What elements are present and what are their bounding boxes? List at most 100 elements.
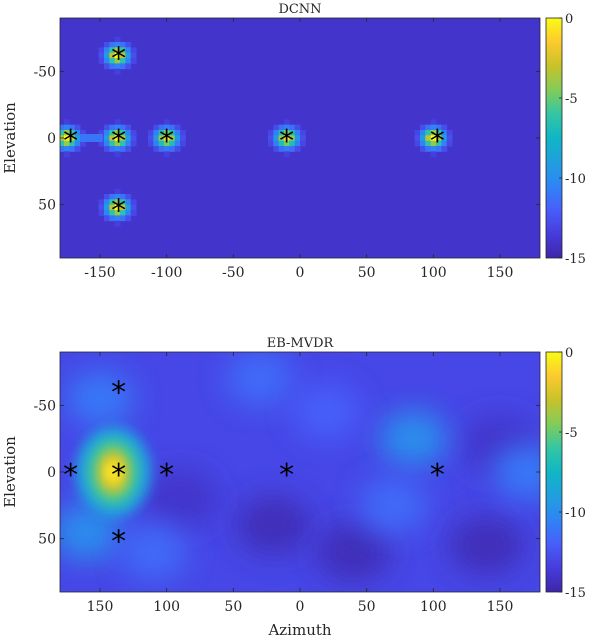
heatmap-cell [300,135,306,142]
heatmap-cell [436,140,442,147]
heatmap-blob [66,370,134,427]
heatmap-cell [284,119,290,126]
heatmap-cell [114,140,121,147]
heatmap-cell [130,130,137,136]
heatmap-cell [109,58,116,64]
heatmap-cell [104,47,110,54]
y-tick-label: -50 [33,64,56,80]
heatmap-cell [273,130,280,136]
x-tick-label: 150 [487,599,514,615]
source-marker: * [111,375,126,410]
heatmap-cell [120,124,126,131]
heatmap-cell [109,204,116,211]
heatmap-cell [125,146,132,152]
heatmap-cell [148,135,154,142]
x-tick-label: -50 [222,265,245,281]
colorbar-tick-label: -15 [565,586,586,601]
heatmap-cell [69,135,76,142]
heatmap-cell [446,135,453,142]
source-marker: * [111,124,126,159]
heatmap-cell [284,151,290,158]
heatmap-peak [98,188,137,227]
heatmap-cell [169,135,176,142]
heatmap-cell [294,124,301,131]
heatmap-cell [268,140,274,147]
heatmap-cell [120,47,126,54]
heatmap-cell [446,140,453,147]
y-axis-label: Elevation [1,102,19,174]
heatmap-cell [174,135,181,142]
heatmap-cell [114,204,121,211]
heatmap-cell [98,204,105,211]
heatmap-cell [300,130,306,136]
heatmap-cell [158,124,165,131]
heatmap-cell [60,124,65,131]
heatmap-cell [420,135,426,142]
heatmap-cell [120,130,126,136]
heatmap-cell [109,47,116,54]
heatmap-cell [148,140,154,147]
x-tick-label: -150 [84,265,115,281]
source-marker: * [111,193,126,228]
x-tick-label: 0 [296,265,305,281]
heatmap-cell [114,146,121,152]
heatmap-cell [273,124,280,131]
heatmap-cell [174,140,181,147]
heatmap-cell [69,130,76,136]
heatmap-bridge [80,134,103,142]
heatmap-cell [414,135,421,142]
heatmap-cell [294,130,301,136]
source-marker: * [279,458,294,493]
heatmap-cell [120,199,126,206]
panel-title: DCNN [278,2,321,17]
heatmap-cell [114,220,121,227]
heatmap-cell [60,130,65,136]
colorbar-tick-label: -5 [565,92,578,107]
source-marker: * [159,458,174,493]
heatmap-cell [414,140,421,147]
heatmap-cell [104,58,110,64]
heatmap-cell [278,124,285,131]
heatmap-cell [74,146,81,152]
x-tick-label: -100 [151,265,182,281]
heatmap-cell [104,215,110,222]
heatmap-cell [441,140,448,147]
heatmap-cell [114,63,121,70]
heatmap-cell [120,63,126,70]
heatmap-cell [164,135,170,142]
heatmap-cell [436,130,442,136]
heatmap-peak [148,119,186,158]
heatmap-cell [169,130,176,136]
heatmap-cell [104,130,110,136]
heatmap-cell [420,130,426,136]
heatmap-cell [158,140,165,147]
heatmap-cell [414,130,421,136]
heatmap-cell [125,199,132,206]
heatmap-low-region [315,522,392,582]
heatmap-cell [148,130,154,136]
heatmap-cell [53,125,59,131]
colorbar-tick-label: -15 [565,252,586,267]
heatmap-cell [441,124,448,131]
heatmap-cell [125,58,132,64]
heatmap-cell [104,52,110,59]
heatmap-field [60,352,540,582]
source-marker: * [63,124,78,159]
heatmap-cell [98,199,105,206]
heatmap-low-region [448,515,525,576]
heatmap-cell [174,146,181,152]
heatmap-cell [153,130,160,136]
eb-mvdr-panel: * * * * ***150 100 50 0 50 100 150-50050EB-MVDREle… [1,336,586,638]
heatmap-cell [125,210,132,216]
heatmap-cell [74,124,81,131]
heatmap-cell [98,140,105,147]
heatmap-cell [284,146,290,152]
x-tick-label: 100 [420,599,447,615]
heatmap-cell [430,130,437,136]
x-tick-label: 150 [487,265,514,281]
colorbar-tick-label: -5 [565,426,578,441]
heatmap-cell [130,58,137,64]
heatmap-cell [80,130,86,136]
y-tick-label: 0 [47,131,56,147]
